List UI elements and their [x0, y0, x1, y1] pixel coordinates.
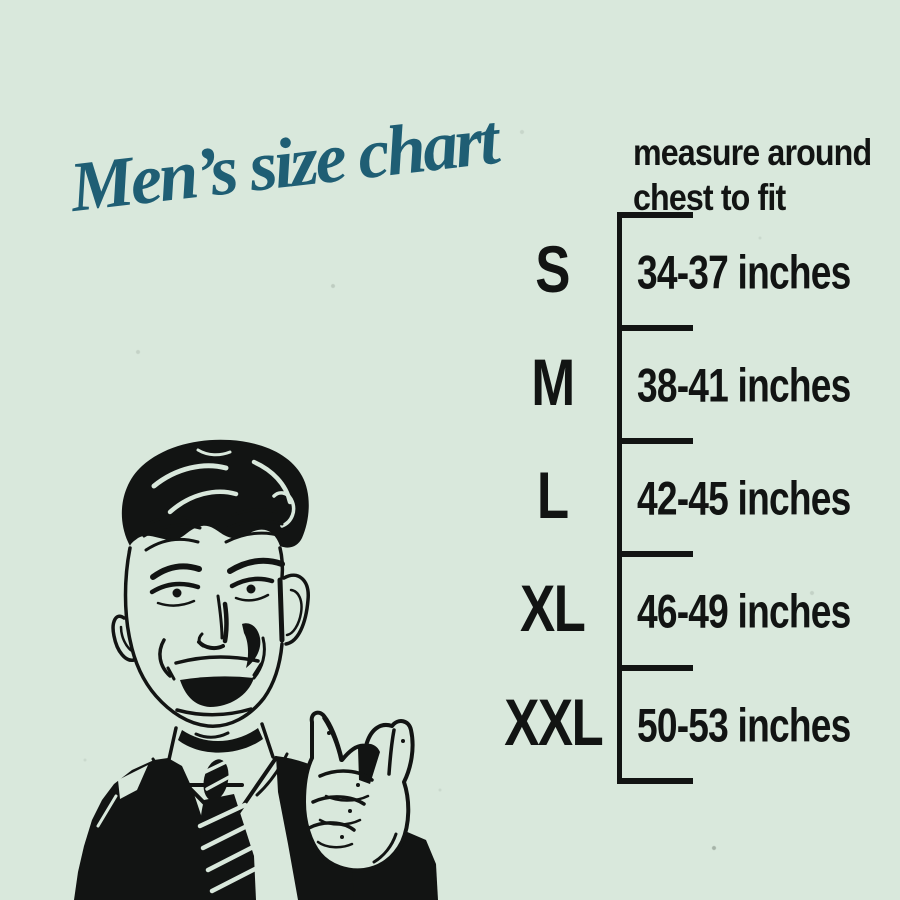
measure-note-line1: measure around — [633, 132, 872, 173]
tick-mark — [617, 551, 693, 557]
size-label: S — [535, 231, 570, 306]
size-label: XL — [519, 570, 586, 645]
measure-note: measure around chest to fit — [633, 130, 872, 220]
size-label: L — [536, 457, 569, 532]
tick-mark — [617, 325, 693, 331]
measure-note-line2: chest to fit — [633, 177, 786, 218]
chest-range: 38-41 inches — [637, 358, 851, 411]
retro-man-pointing-illustration — [74, 439, 438, 900]
tick-mark — [617, 212, 693, 218]
tick-mark — [617, 438, 693, 444]
chest-range: 50-53 inches — [637, 698, 851, 751]
size-label: M — [530, 344, 575, 419]
chest-range: 46-49 inches — [637, 584, 851, 638]
tick-mark — [617, 665, 693, 671]
size-label: XXL — [504, 684, 603, 759]
bracket-line — [617, 212, 622, 784]
tick-mark — [617, 778, 693, 784]
page-title: Men’s size chart — [66, 101, 501, 228]
chest-range: 42-45 inches — [637, 471, 851, 524]
chest-range: 34-37 inches — [637, 245, 851, 298]
